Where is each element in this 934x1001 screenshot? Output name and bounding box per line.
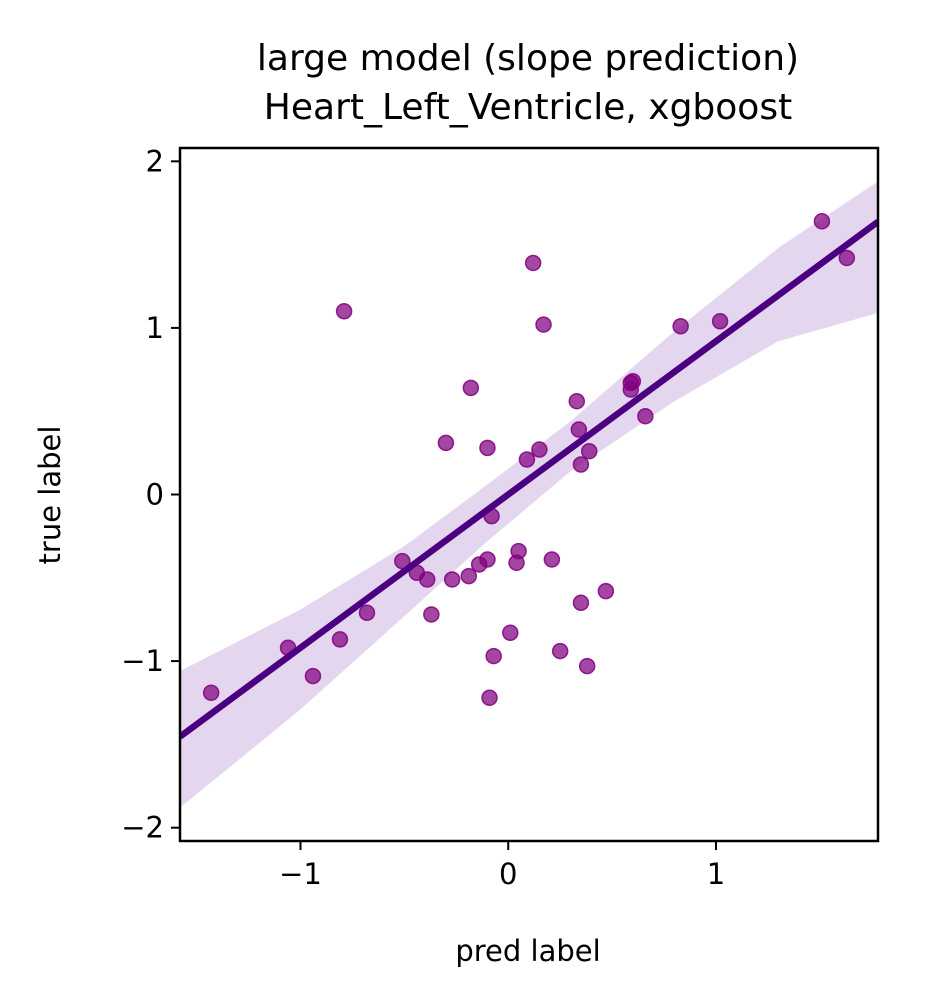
data-points bbox=[202, 213, 856, 706]
data-point bbox=[518, 451, 536, 468]
data-point bbox=[358, 604, 376, 622]
data-point bbox=[572, 456, 590, 473]
data-point bbox=[443, 571, 461, 588]
regression-line-group bbox=[180, 219, 878, 740]
data-point bbox=[418, 571, 436, 588]
data-point bbox=[578, 657, 596, 675]
y-tick-label: −1 bbox=[121, 644, 164, 678]
data-point bbox=[481, 689, 498, 706]
confidence-band bbox=[180, 181, 878, 808]
data-point bbox=[524, 254, 542, 272]
y-tick-label: 2 bbox=[146, 144, 164, 178]
data-point bbox=[535, 316, 552, 333]
data-point bbox=[485, 647, 502, 665]
y-axis-ticks: −2 −1 0 1 2 bbox=[121, 144, 180, 845]
data-point bbox=[423, 606, 440, 623]
data-point bbox=[543, 551, 561, 568]
data-point bbox=[568, 392, 586, 410]
y-tick-label: 0 bbox=[146, 478, 164, 512]
chart-title-line-1: large model (slope prediction) bbox=[257, 38, 799, 79]
data-point bbox=[711, 313, 729, 330]
x-axis-label: pred label bbox=[455, 934, 600, 968]
x-tick-label: −1 bbox=[279, 857, 322, 891]
data-point bbox=[460, 567, 478, 585]
data-point bbox=[304, 667, 322, 685]
chart-title-line-2: Heart_Left_Ventricle, xgboost bbox=[264, 87, 792, 128]
data-point bbox=[479, 439, 496, 457]
confidence-band-area bbox=[180, 181, 878, 808]
data-point bbox=[813, 213, 831, 230]
data-point bbox=[202, 684, 220, 701]
regression-line bbox=[180, 219, 878, 740]
y-tick-label: 1 bbox=[146, 311, 164, 345]
data-point bbox=[570, 421, 588, 438]
data-point bbox=[838, 249, 856, 267]
data-point bbox=[572, 594, 590, 612]
data-point bbox=[462, 379, 480, 397]
data-point bbox=[479, 551, 496, 568]
data-point bbox=[331, 631, 349, 648]
data-point bbox=[597, 582, 615, 600]
data-point bbox=[502, 624, 519, 642]
x-axis-ticks: −1 0 1 bbox=[279, 841, 725, 891]
data-point bbox=[437, 434, 455, 452]
data-point bbox=[624, 372, 642, 390]
x-tick-label: 1 bbox=[707, 857, 725, 891]
data-point bbox=[672, 317, 689, 335]
plot-area bbox=[180, 181, 878, 808]
data-point bbox=[335, 303, 353, 320]
y-tick-label: −2 bbox=[121, 811, 164, 845]
data-point bbox=[580, 442, 598, 460]
data-point bbox=[637, 407, 654, 425]
data-point bbox=[510, 542, 527, 560]
y-axis-label: true label bbox=[33, 426, 67, 565]
x-tick-label: 0 bbox=[499, 857, 517, 891]
data-point bbox=[531, 441, 548, 458]
data-point bbox=[551, 642, 569, 660]
